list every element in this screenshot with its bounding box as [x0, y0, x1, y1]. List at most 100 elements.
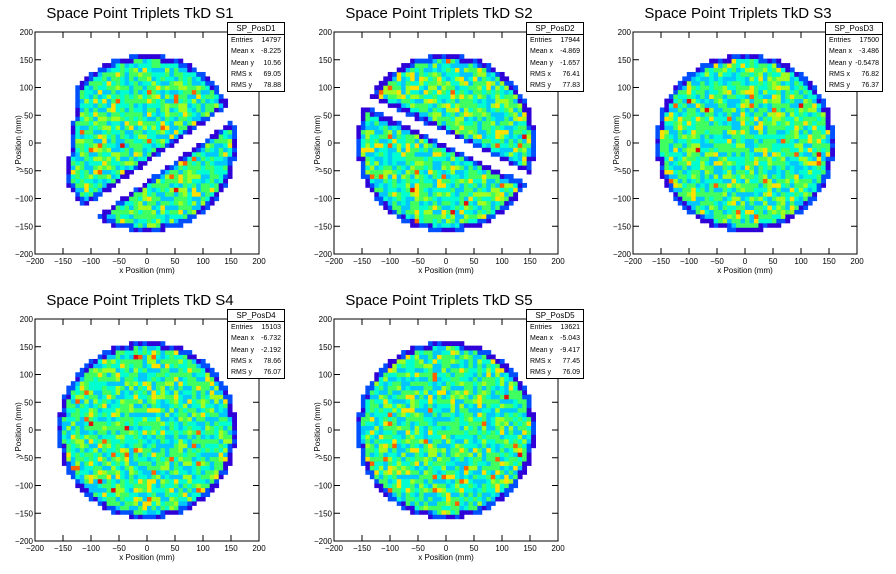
heatmap-cell	[129, 372, 134, 378]
heatmap-cell	[97, 487, 103, 493]
heatmap-cell	[785, 120, 791, 126]
heatmap-cell	[214, 381, 220, 386]
heatmap-cell	[84, 160, 90, 166]
heatmap-cell	[709, 58, 715, 64]
heatmap-cell	[517, 165, 523, 171]
heatmap-cell	[682, 178, 688, 184]
heatmap-cell	[736, 107, 741, 113]
heatmap-cell	[93, 398, 99, 404]
heatmap-cell	[93, 160, 99, 166]
heatmap-cell	[196, 160, 202, 166]
heatmap-cell	[812, 134, 818, 139]
heatmap-cell	[758, 151, 764, 157]
heatmap-cell	[504, 80, 510, 86]
heatmap-cell	[97, 385, 103, 391]
heatmap-cell	[356, 156, 362, 162]
heatmap-cell	[700, 160, 706, 166]
heatmap-cell	[124, 469, 130, 475]
heatmap-cell	[749, 120, 755, 126]
heatmap-cell	[187, 103, 193, 108]
heatmap-cell	[164, 111, 170, 117]
heatmap-cell	[191, 147, 197, 153]
heatmap-cell	[142, 487, 148, 493]
heatmap-cell	[142, 425, 148, 431]
heatmap-cell	[106, 461, 112, 466]
heatmap-cell	[776, 80, 782, 86]
heatmap-cell	[88, 169, 94, 175]
heatmap-cell	[88, 425, 94, 431]
heatmap-cell	[677, 85, 683, 91]
heatmap-cell	[825, 165, 831, 171]
heatmap-cell	[200, 147, 206, 153]
heatmap-cell	[155, 425, 161, 431]
heatmap-cell	[88, 107, 94, 113]
heatmap-cell	[356, 129, 362, 135]
heatmap-cell	[142, 421, 148, 426]
heatmap-cell	[160, 89, 166, 95]
heatmap-cell	[745, 160, 750, 166]
heatmap-cell	[97, 501, 103, 506]
heatmap-cell	[369, 174, 375, 179]
heatmap-cell	[209, 390, 215, 395]
heatmap-cell	[686, 98, 692, 104]
heatmap-cell	[700, 169, 706, 175]
heatmap-cell	[88, 483, 94, 489]
heatmap-cell	[682, 80, 688, 86]
heatmap-cell	[187, 354, 193, 360]
heatmap-cell	[446, 103, 451, 108]
heatmap-cell	[704, 89, 710, 95]
heatmap-cell	[789, 165, 795, 171]
heatmap-cell	[88, 496, 94, 502]
heatmap-cell	[414, 196, 420, 202]
heatmap-cell	[709, 174, 715, 179]
heatmap-cell	[227, 138, 233, 144]
heatmap-cell	[102, 165, 108, 171]
heatmap-cell	[147, 147, 152, 153]
heatmap-cell	[218, 421, 224, 426]
heatmap-cell	[504, 120, 510, 126]
heatmap-cell	[223, 407, 229, 413]
heatmap-cell	[129, 505, 134, 511]
heatmap-cell	[124, 367, 130, 373]
heatmap-cell	[785, 116, 791, 122]
heatmap-cell	[164, 398, 170, 404]
heatmap-cell	[531, 125, 536, 131]
heatmap-cell	[419, 165, 424, 171]
heatmap-cell	[383, 120, 389, 126]
heatmap-cell	[695, 67, 701, 73]
heatmap-cell	[223, 461, 229, 466]
heatmap-cell	[499, 107, 505, 113]
heatmap-cell	[450, 227, 456, 233]
heatmap-cell	[423, 107, 429, 113]
heatmap-cell	[401, 174, 407, 179]
heatmap-cell	[749, 160, 755, 166]
heatmap-cell	[196, 421, 202, 426]
heatmap-cell	[151, 372, 157, 378]
heatmap-cell	[522, 120, 528, 126]
x-tick-label: 200	[551, 257, 565, 266]
heatmap-cell	[401, 76, 407, 82]
heatmap-cell	[187, 67, 193, 73]
heatmap-cell	[191, 385, 197, 391]
heatmap-cell	[704, 80, 710, 86]
heatmap-cell	[727, 89, 732, 95]
heatmap-cell	[785, 205, 791, 210]
heatmap-cell	[155, 98, 161, 104]
heatmap-cell	[79, 151, 85, 157]
heatmap-cell	[785, 178, 791, 184]
heatmap-cell	[88, 456, 94, 462]
heatmap-cell	[191, 187, 197, 193]
heatmap-cell	[392, 196, 398, 202]
heatmap-cell	[745, 196, 750, 202]
heatmap-cell	[111, 214, 117, 219]
heatmap-cell	[410, 111, 416, 117]
heatmap-cell	[691, 76, 697, 82]
heatmap-cell	[477, 178, 483, 184]
heatmap-cell	[490, 205, 496, 210]
heatmap-cell	[526, 134, 532, 139]
heatmap-cell	[147, 394, 152, 400]
heatmap-cell	[495, 120, 501, 126]
heatmap-cell	[794, 116, 800, 122]
heatmap-cell	[785, 187, 791, 193]
heatmap-cell	[115, 85, 121, 91]
